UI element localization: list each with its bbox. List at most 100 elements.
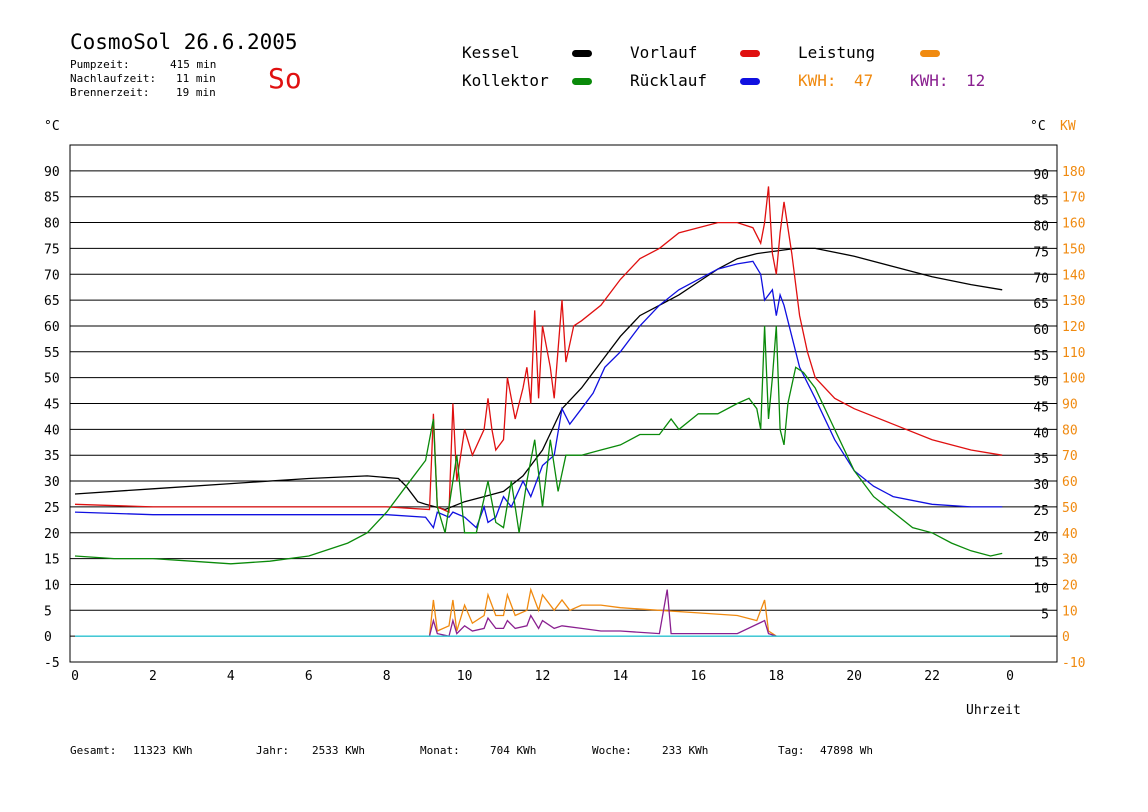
chart-title: CosmoSol 26.6.2005 (70, 30, 298, 54)
legend-kwh2-label: KWH: (910, 71, 949, 90)
legend-kwh1-label: KWH: (798, 71, 837, 90)
y-tick-label-right-c: 15 (1033, 556, 1049, 571)
series-line-leistung (428, 587, 777, 637)
stat-nachlaufzeit-label: Nachlaufzeit: (70, 72, 157, 85)
stat-pumpzeit-value: 415 min (170, 58, 217, 71)
x-tick-label: 10 (457, 669, 473, 684)
footer-woche-value: 233 KWh (662, 744, 709, 757)
series-line-kessel (74, 247, 1003, 511)
stat-pumpzeit-label: Pumpzeit: (70, 58, 130, 71)
y-tick-label-right-kw: 50 (1062, 501, 1078, 516)
y-tick-label-right-c: 60 (1033, 323, 1049, 338)
y-tick-label-left: 25 (44, 501, 60, 516)
x-tick-label: 16 (691, 669, 707, 684)
legend-kollektor-swatch (572, 78, 592, 85)
legend-ruecklauf-swatch (740, 78, 760, 85)
y-tick-label-left: 50 (44, 372, 60, 387)
y-tick-label-left: 60 (44, 320, 60, 335)
y-tick-label-right-kw: 180 (1062, 165, 1085, 180)
footer-monat-value: 704 KWh (490, 744, 537, 757)
y-tick-label-left: 75 (44, 242, 60, 257)
y-tick-label-left: -5 (44, 656, 60, 671)
x-tick-label: 12 (535, 669, 551, 684)
footer-jahr-value: 2533 KWh (312, 744, 365, 757)
y-tick-label-right-c: 45 (1033, 401, 1049, 416)
x-tick-label: 20 (846, 669, 862, 684)
footer-monat-label: Monat: (420, 744, 460, 757)
legend-kollektor-label: Kollektor (462, 71, 549, 90)
y-tick-label-left: 80 (44, 217, 60, 232)
y-tick-label-right-c: 35 (1033, 452, 1049, 467)
y-tick-label-right-kw: 40 (1062, 527, 1078, 542)
y-tick-label-right-c: 30 (1033, 478, 1049, 493)
footer-gesamt-label: Gesamt: (70, 744, 117, 757)
y-tick-label-left: 35 (44, 449, 60, 464)
stat-nachlaufzeit-value: 11 min (176, 72, 216, 85)
y-axis-label-right-c: °C (1030, 119, 1046, 134)
legend-kwh1-value: 47 (854, 71, 874, 90)
legend-vorlauf-label: Vorlauf (630, 43, 698, 62)
y-axis-label-left: °C (44, 119, 60, 134)
legend-kwh2-value: 12 (966, 71, 986, 90)
footer-jahr-label: Jahr: (256, 744, 290, 757)
footer-gesamt-value: 11323 KWh (133, 744, 193, 757)
x-tick-label: 6 (305, 669, 313, 684)
legend-kessel-label: Kessel (462, 43, 520, 62)
y-tick-label-right-c: 40 (1033, 426, 1049, 441)
footer-tag-value: 47898 Wh (820, 744, 873, 757)
y-tick-label-right-c: 5 (1041, 607, 1049, 622)
y-tick-label-right-c: 70 (1033, 271, 1049, 286)
y-tick-label-left: 65 (44, 294, 60, 309)
x-axis-label: Uhrzeit (966, 703, 1021, 718)
y-tick-label-right-kw: 170 (1062, 191, 1085, 206)
y-tick-label-right-kw: 30 (1062, 553, 1078, 568)
y-tick-label-right-c: 10 (1033, 581, 1049, 596)
y-tick-label-right-c: 80 (1033, 220, 1049, 235)
x-tick-label: 2 (149, 669, 157, 684)
y-tick-label-right-kw: 100 (1062, 372, 1085, 387)
y-tick-label-left: 5 (44, 604, 52, 619)
y-tick-label-right-kw: 0 (1062, 630, 1070, 645)
y-tick-label-right-kw: 150 (1062, 242, 1085, 257)
y-tick-label-right-kw: 160 (1062, 217, 1085, 232)
x-tick-label: 18 (768, 669, 784, 684)
legend-leistung-swatch (920, 50, 940, 57)
y-tick-label-left: 20 (44, 527, 60, 542)
y-tick-label-right-kw: 10 (1062, 604, 1078, 619)
x-tick-label: 14 (613, 669, 629, 684)
series-line-vorlauf (74, 186, 1003, 514)
y-tick-label-left: 15 (44, 553, 60, 568)
y-tick-label-right-kw: 70 (1062, 449, 1078, 464)
legend-leistung-label: Leistung (798, 43, 876, 62)
y-tick-label-right-c: 25 (1033, 504, 1049, 519)
y-tick-label-right-c: 50 (1033, 375, 1049, 390)
y-tick-label-right-c: 75 (1033, 245, 1049, 260)
y-tick-label-right-kw: 80 (1062, 423, 1078, 438)
y-tick-label-left: 45 (44, 398, 60, 413)
y-tick-label-left: 10 (44, 578, 60, 593)
y-tick-label-right-kw: 120 (1062, 320, 1085, 335)
y-tick-label-right-kw: -10 (1062, 656, 1085, 671)
series-line-rcklauf (74, 260, 1003, 530)
series-line-kwh (428, 589, 777, 637)
y-tick-label-right-c: 20 (1033, 530, 1049, 545)
x-tick-label: 0 (1006, 669, 1014, 684)
footer-tag-label: Tag: (778, 744, 805, 757)
y-axis-label-right-kw: KW (1060, 119, 1076, 134)
y-tick-label-right-kw: 130 (1062, 294, 1085, 309)
series-line-kollektor (74, 325, 1003, 565)
y-tick-label-right-kw: 140 (1062, 268, 1085, 283)
stat-brennerzeit-value: 19 min (176, 86, 216, 99)
legend-kessel-swatch (572, 50, 592, 57)
y-tick-label-left: 70 (44, 268, 60, 283)
y-tick-label-right-kw: 20 (1062, 578, 1078, 593)
y-tick-label-left: 0 (44, 630, 52, 645)
y-tick-label-left: 40 (44, 423, 60, 438)
legend-ruecklauf-label: Rücklauf (630, 71, 708, 90)
y-tick-label-left: 55 (44, 346, 60, 361)
footer-woche-label: Woche: (592, 744, 632, 757)
x-tick-label: 8 (383, 669, 391, 684)
y-tick-label-left: 30 (44, 475, 60, 490)
y-tick-label-right-c: 85 (1033, 194, 1049, 209)
